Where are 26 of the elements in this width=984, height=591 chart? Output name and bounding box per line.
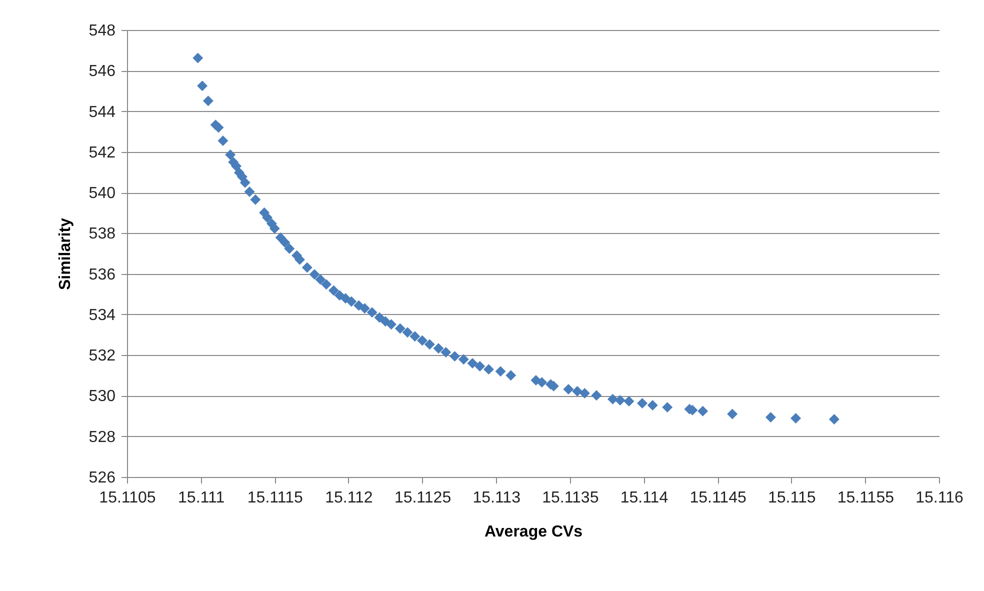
y-tick-label: 548 <box>88 22 116 40</box>
x-tick-label: 15.1135 <box>542 490 599 506</box>
x-tick-label: 15.113 <box>472 490 521 506</box>
y-tick-label: 534 <box>88 306 116 324</box>
x-tick-label: 15.114 <box>620 490 668 506</box>
x-tick-label: 15.1125 <box>394 490 452 506</box>
x-axis-title: Average CVs <box>484 524 583 540</box>
y-tick-label: 526 <box>88 470 116 486</box>
y-tick-label: 538 <box>88 226 116 243</box>
y-tick-label: 542 <box>88 144 116 162</box>
x-tick-label: 15.1115 <box>247 490 303 506</box>
y-axis-title: Similarity <box>56 218 74 290</box>
x-tick-label: 15.115 <box>768 490 816 506</box>
y-tick-label: 546 <box>88 63 116 80</box>
y-tick-label: 536 <box>88 266 116 284</box>
x-tick-label: 15.116 <box>916 490 964 506</box>
x-tick-label: 15.1155 <box>837 490 894 506</box>
y-tick-label: 544 <box>88 104 116 121</box>
x-tick-label: 15.1145 <box>690 490 746 506</box>
y-tick-label: 532 <box>88 348 116 365</box>
x-tick-label: 15.111 <box>178 490 225 506</box>
y-tick-label: 540 <box>88 185 116 202</box>
y-tick-label: 530 <box>88 388 116 406</box>
x-tick-label: 15.1105 <box>99 490 156 506</box>
y-tick-label: 528 <box>88 428 116 446</box>
x-tick-label: 15.112 <box>325 490 373 506</box>
